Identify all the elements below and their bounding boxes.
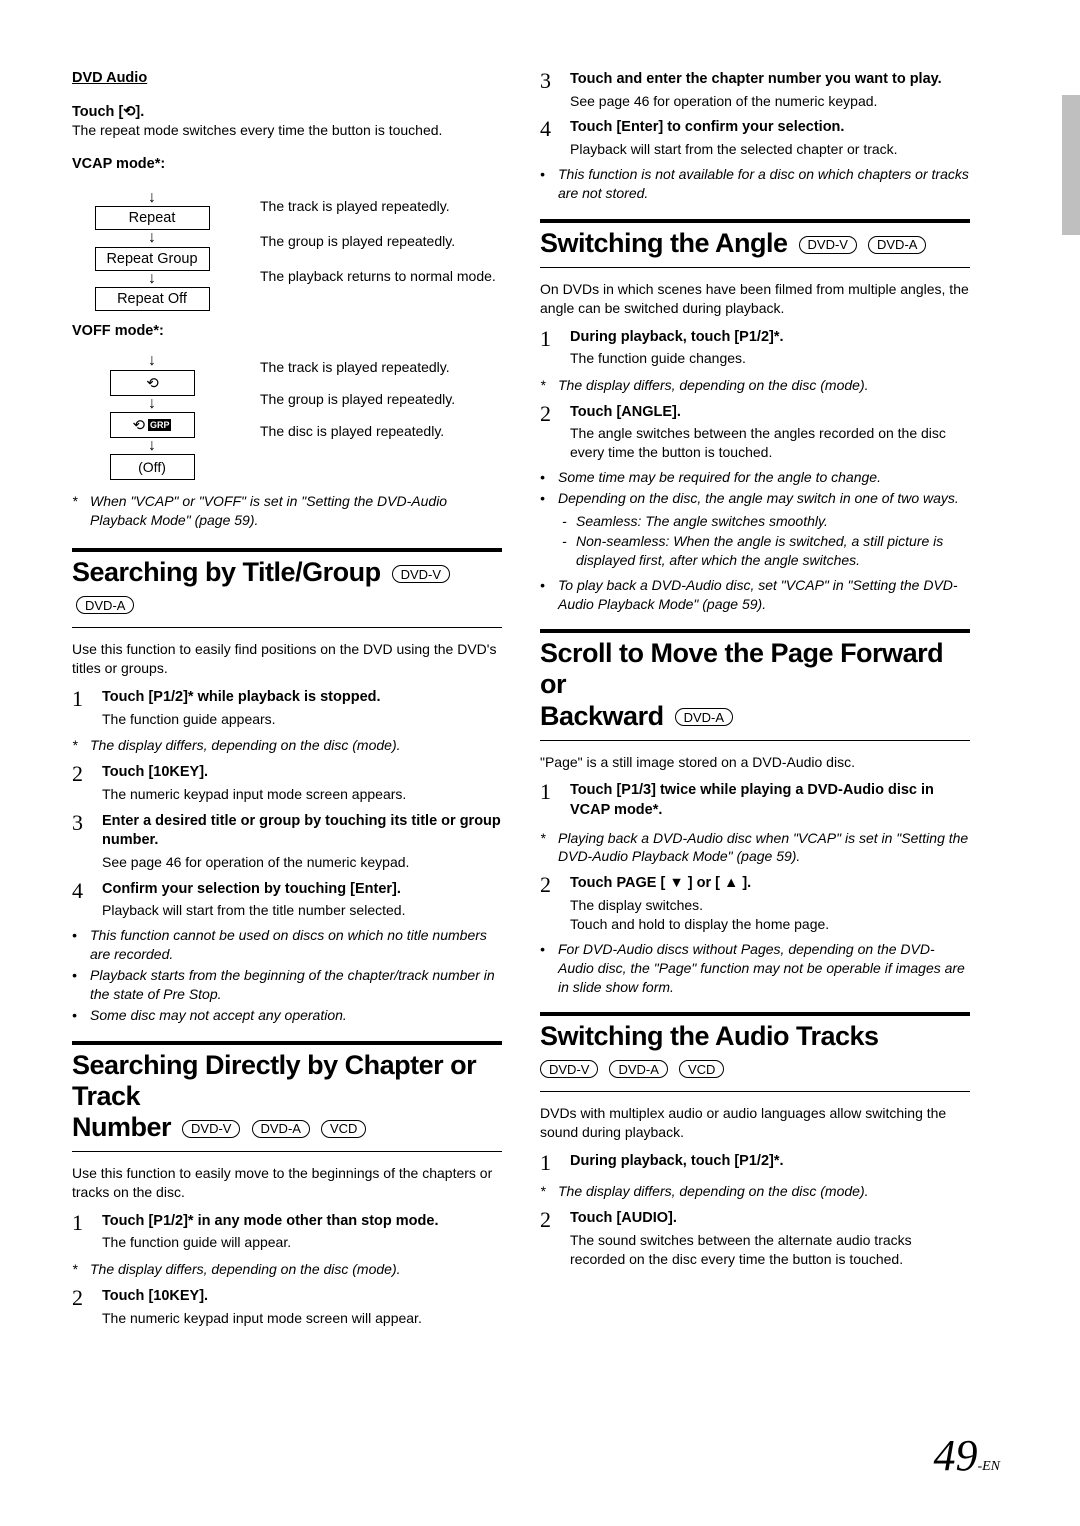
angle-heading: Switching the Angle (540, 228, 788, 258)
scroll-step-1: 1 Touch [P1/3] twice while playing a DVD… (540, 781, 970, 820)
right-column: 3 Touch and enter the chapter number you… (540, 70, 970, 1331)
vcap-desc-3: The playback returns to normal mode. (260, 268, 502, 284)
voff-descriptions: The track is played repeatedly. The grou… (260, 347, 502, 455)
search-title-step-2: 2 Touch [10KEY]. The numeric keypad inpu… (72, 763, 502, 803)
scroll-intro: "Page" is a still image stored on a DVD-… (540, 753, 970, 772)
vcap-box-repeat: Repeat (95, 206, 210, 230)
angle-bullet-3: •To play back a DVD-Audio disc, set "VCA… (540, 576, 970, 614)
angle-step-1: 1 During playback, touch [P1/2]*. The fu… (540, 328, 970, 368)
section-scroll: Scroll to Move the Page Forward or Backw… (540, 629, 970, 740)
section-angle: Switching the Angle DVD-V DVD-A (540, 219, 970, 268)
pill-vcd: VCD (321, 1120, 366, 1138)
vcap-desc-1: The track is played repeatedly. (260, 198, 502, 214)
side-tab (1062, 95, 1080, 235)
pill-dvda: DVD-A (252, 1120, 310, 1138)
section-search-chapter: Searching Directly by Chapter or Track N… (72, 1041, 502, 1152)
pill-dvdv: DVD-V (182, 1120, 240, 1138)
touch-sub: The repeat mode switches every time the … (72, 122, 502, 138)
dvd-audio-heading: DVD Audio (72, 70, 502, 86)
search-title-step-3: 3 Enter a desired title or group by touc… (72, 812, 502, 872)
vcap-label: VCAP mode*: (72, 156, 502, 172)
voff-diagram: ↓ ⟲ ↓ ⟲ GRP ↓ (Off) (72, 347, 232, 480)
angle-intro: On DVDs in which scenes have been filmed… (540, 280, 970, 318)
left-column: DVD Audio Touch [⟲]. The repeat mode swi… (72, 70, 502, 1331)
search-title-step-4: 4 Confirm your selection by touching [En… (72, 880, 502, 920)
vcap-desc-2: The group is played repeatedly. (260, 233, 502, 249)
search-chap-heading-2: Number (72, 1112, 171, 1142)
pill-dvda: DVD-A (76, 596, 134, 614)
page-number: 49-EN (933, 1430, 1000, 1481)
search-title-intro: Use this function to easily find positio… (72, 640, 502, 678)
voff-desc-1: The track is played repeatedly. (260, 359, 502, 375)
pill-dvdv: DVD-V (540, 1060, 598, 1078)
voff-diagram-row: ↓ ⟲ ↓ ⟲ GRP ↓ (Off) The track is played … (72, 347, 502, 480)
audio-note: * The display differs, depending on the … (540, 1182, 970, 1201)
angle-note: * The display differs, depending on the … (540, 376, 970, 395)
search-chap-step-2: 2 Touch [10KEY]. The numeric keypad inpu… (72, 1287, 502, 1327)
vcap-box-repeat-off: Repeat Off (95, 287, 210, 311)
pill-dvda: DVD-A (609, 1060, 667, 1078)
section-search-title: Searching by Title/Group DVD-V DVD-A (72, 548, 502, 628)
pill-dvda: DVD-A (868, 236, 926, 254)
voff-desc-3: The disc is played repeatedly. (260, 423, 502, 439)
section-audio: Switching the Audio Tracks DVD-V DVD-A V… (540, 1012, 970, 1092)
cont-step-4: 4 Touch [Enter] to confirm your selectio… (540, 118, 970, 158)
voff-box-1: ⟲ (110, 370, 195, 396)
angle-step-2: 2 Touch [ANGLE]. The angle switches betw… (540, 403, 970, 462)
search-chap-step-1: 1 Touch [P1/2]* in any mode other than s… (72, 1212, 502, 1252)
search-title-note: * The display differs, depending on the … (72, 736, 502, 755)
voff-label: VOFF mode*: (72, 323, 502, 339)
audio-step-2: 2 Touch [AUDIO]. The sound switches betw… (540, 1209, 970, 1268)
search-chap-intro: Use this function to easily move to the … (72, 1164, 502, 1202)
vcap-descriptions: The track is played repeatedly. The grou… (260, 180, 502, 303)
scroll-heading-1: Scroll to Move the Page Forward or (540, 638, 943, 699)
audio-intro: DVDs with multiplex audio or audio langu… (540, 1104, 970, 1142)
columns: DVD Audio Touch [⟲]. The repeat mode swi… (72, 70, 1010, 1331)
vcap-voff-footnote: * When "VCAP" or "VOFF" is set in "Setti… (72, 492, 502, 530)
voff-desc-2: The group is played repeatedly. (260, 391, 502, 407)
scroll-step-2: 2 Touch PAGE [ ▼ ] or [ ▲ ]. The display… (540, 874, 970, 933)
scroll-bullets: •For DVD-Audio discs without Pages, depe… (540, 940, 970, 997)
search-title-step-1: 1 Touch [P1/2]* while playback is stoppe… (72, 688, 502, 728)
scroll-note: * Playing back a DVD-Audio disc when "VC… (540, 829, 970, 867)
cont-step-3: 3 Touch and enter the chapter number you… (540, 70, 970, 110)
search-chap-note: * The display differs, depending on the … (72, 1260, 502, 1279)
search-title-bullets: •This function cannot be used on discs o… (72, 926, 502, 1024)
pill-vcd: VCD (679, 1060, 724, 1078)
audio-step-1: 1 During playback, touch [P1/2]*. (540, 1152, 970, 1174)
scroll-heading-2: Backward (540, 701, 664, 731)
audio-heading: Switching the Audio Tracks (540, 1021, 879, 1051)
pill-dvdv: DVD-V (392, 565, 450, 583)
vcap-diagram-row: ↓ Repeat ↓ Repeat Group ↓ Repeat Off The… (72, 180, 502, 311)
vcap-box-repeat-group: Repeat Group (95, 247, 210, 271)
pill-dvdv: DVD-V (799, 236, 857, 254)
search-title-heading: Searching by Title/Group (72, 557, 381, 587)
search-chap-heading-1: Searching Directly by Chapter or Track (72, 1050, 476, 1111)
pill-dvda: DVD-A (675, 708, 733, 726)
vcap-diagram: ↓ Repeat ↓ Repeat Group ↓ Repeat Off (72, 180, 232, 311)
angle-bullets: •Some time may be required for the angle… (540, 468, 970, 508)
cont-bullets: •This function is not available for a di… (540, 165, 970, 203)
voff-box-3: (Off) (110, 454, 195, 480)
touch-line: Touch [⟲]. (72, 104, 502, 120)
voff-box-2: ⟲ GRP (110, 412, 195, 438)
angle-sub-bullets: -Seamless: The angle switches smoothly. … (540, 512, 970, 570)
